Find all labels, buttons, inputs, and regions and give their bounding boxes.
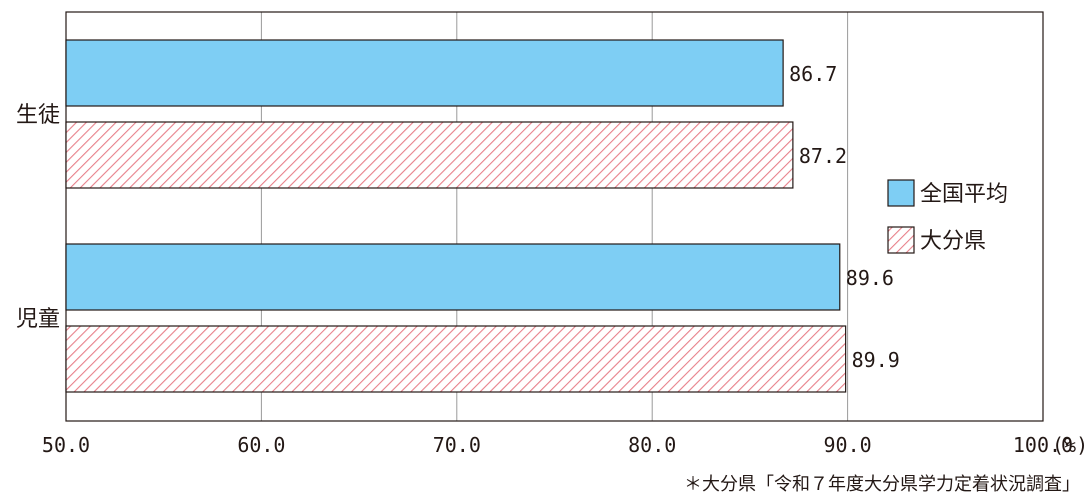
category-label: 生徒 bbox=[16, 103, 60, 128]
x-tick-label: 100.0 bbox=[1013, 433, 1073, 457]
x-tick-label: 90.0 bbox=[824, 433, 872, 457]
data-label: 86.7 bbox=[789, 62, 837, 86]
data-label: 87.2 bbox=[799, 144, 847, 168]
x-tick-label: 80.0 bbox=[628, 433, 676, 457]
category-label: 児童 bbox=[16, 307, 60, 332]
bar-oita-0 bbox=[65, 121, 794, 189]
legend-label: 全国平均 bbox=[920, 182, 1008, 207]
source-note: ＊大分県「令和７年度大分県学力定着状況調査」 bbox=[684, 474, 1080, 495]
data-label: 89.9 bbox=[852, 348, 900, 372]
legend-swatch-1 bbox=[887, 226, 915, 254]
x-tick-label: 50.0 bbox=[42, 433, 90, 457]
x-tick-label: 70.0 bbox=[433, 433, 481, 457]
bars bbox=[65, 39, 847, 393]
bar-oita-1 bbox=[65, 325, 847, 393]
bar-national-average-0 bbox=[65, 39, 784, 107]
plot-area bbox=[65, 11, 1044, 422]
labels: 50.0 60.0 70.0 80.0 90.0 100.0 86.7 87.2 生徒 89.6 8… bbox=[16, 62, 1073, 457]
x-axis-unit-label: (%) bbox=[1052, 433, 1088, 457]
legend-label: 大分県 bbox=[920, 229, 986, 254]
bar-national-average-1 bbox=[65, 243, 841, 311]
x-tick-label: 60.0 bbox=[237, 433, 285, 457]
data-label: 89.6 bbox=[846, 266, 894, 290]
legend-swatch-0 bbox=[887, 179, 915, 207]
